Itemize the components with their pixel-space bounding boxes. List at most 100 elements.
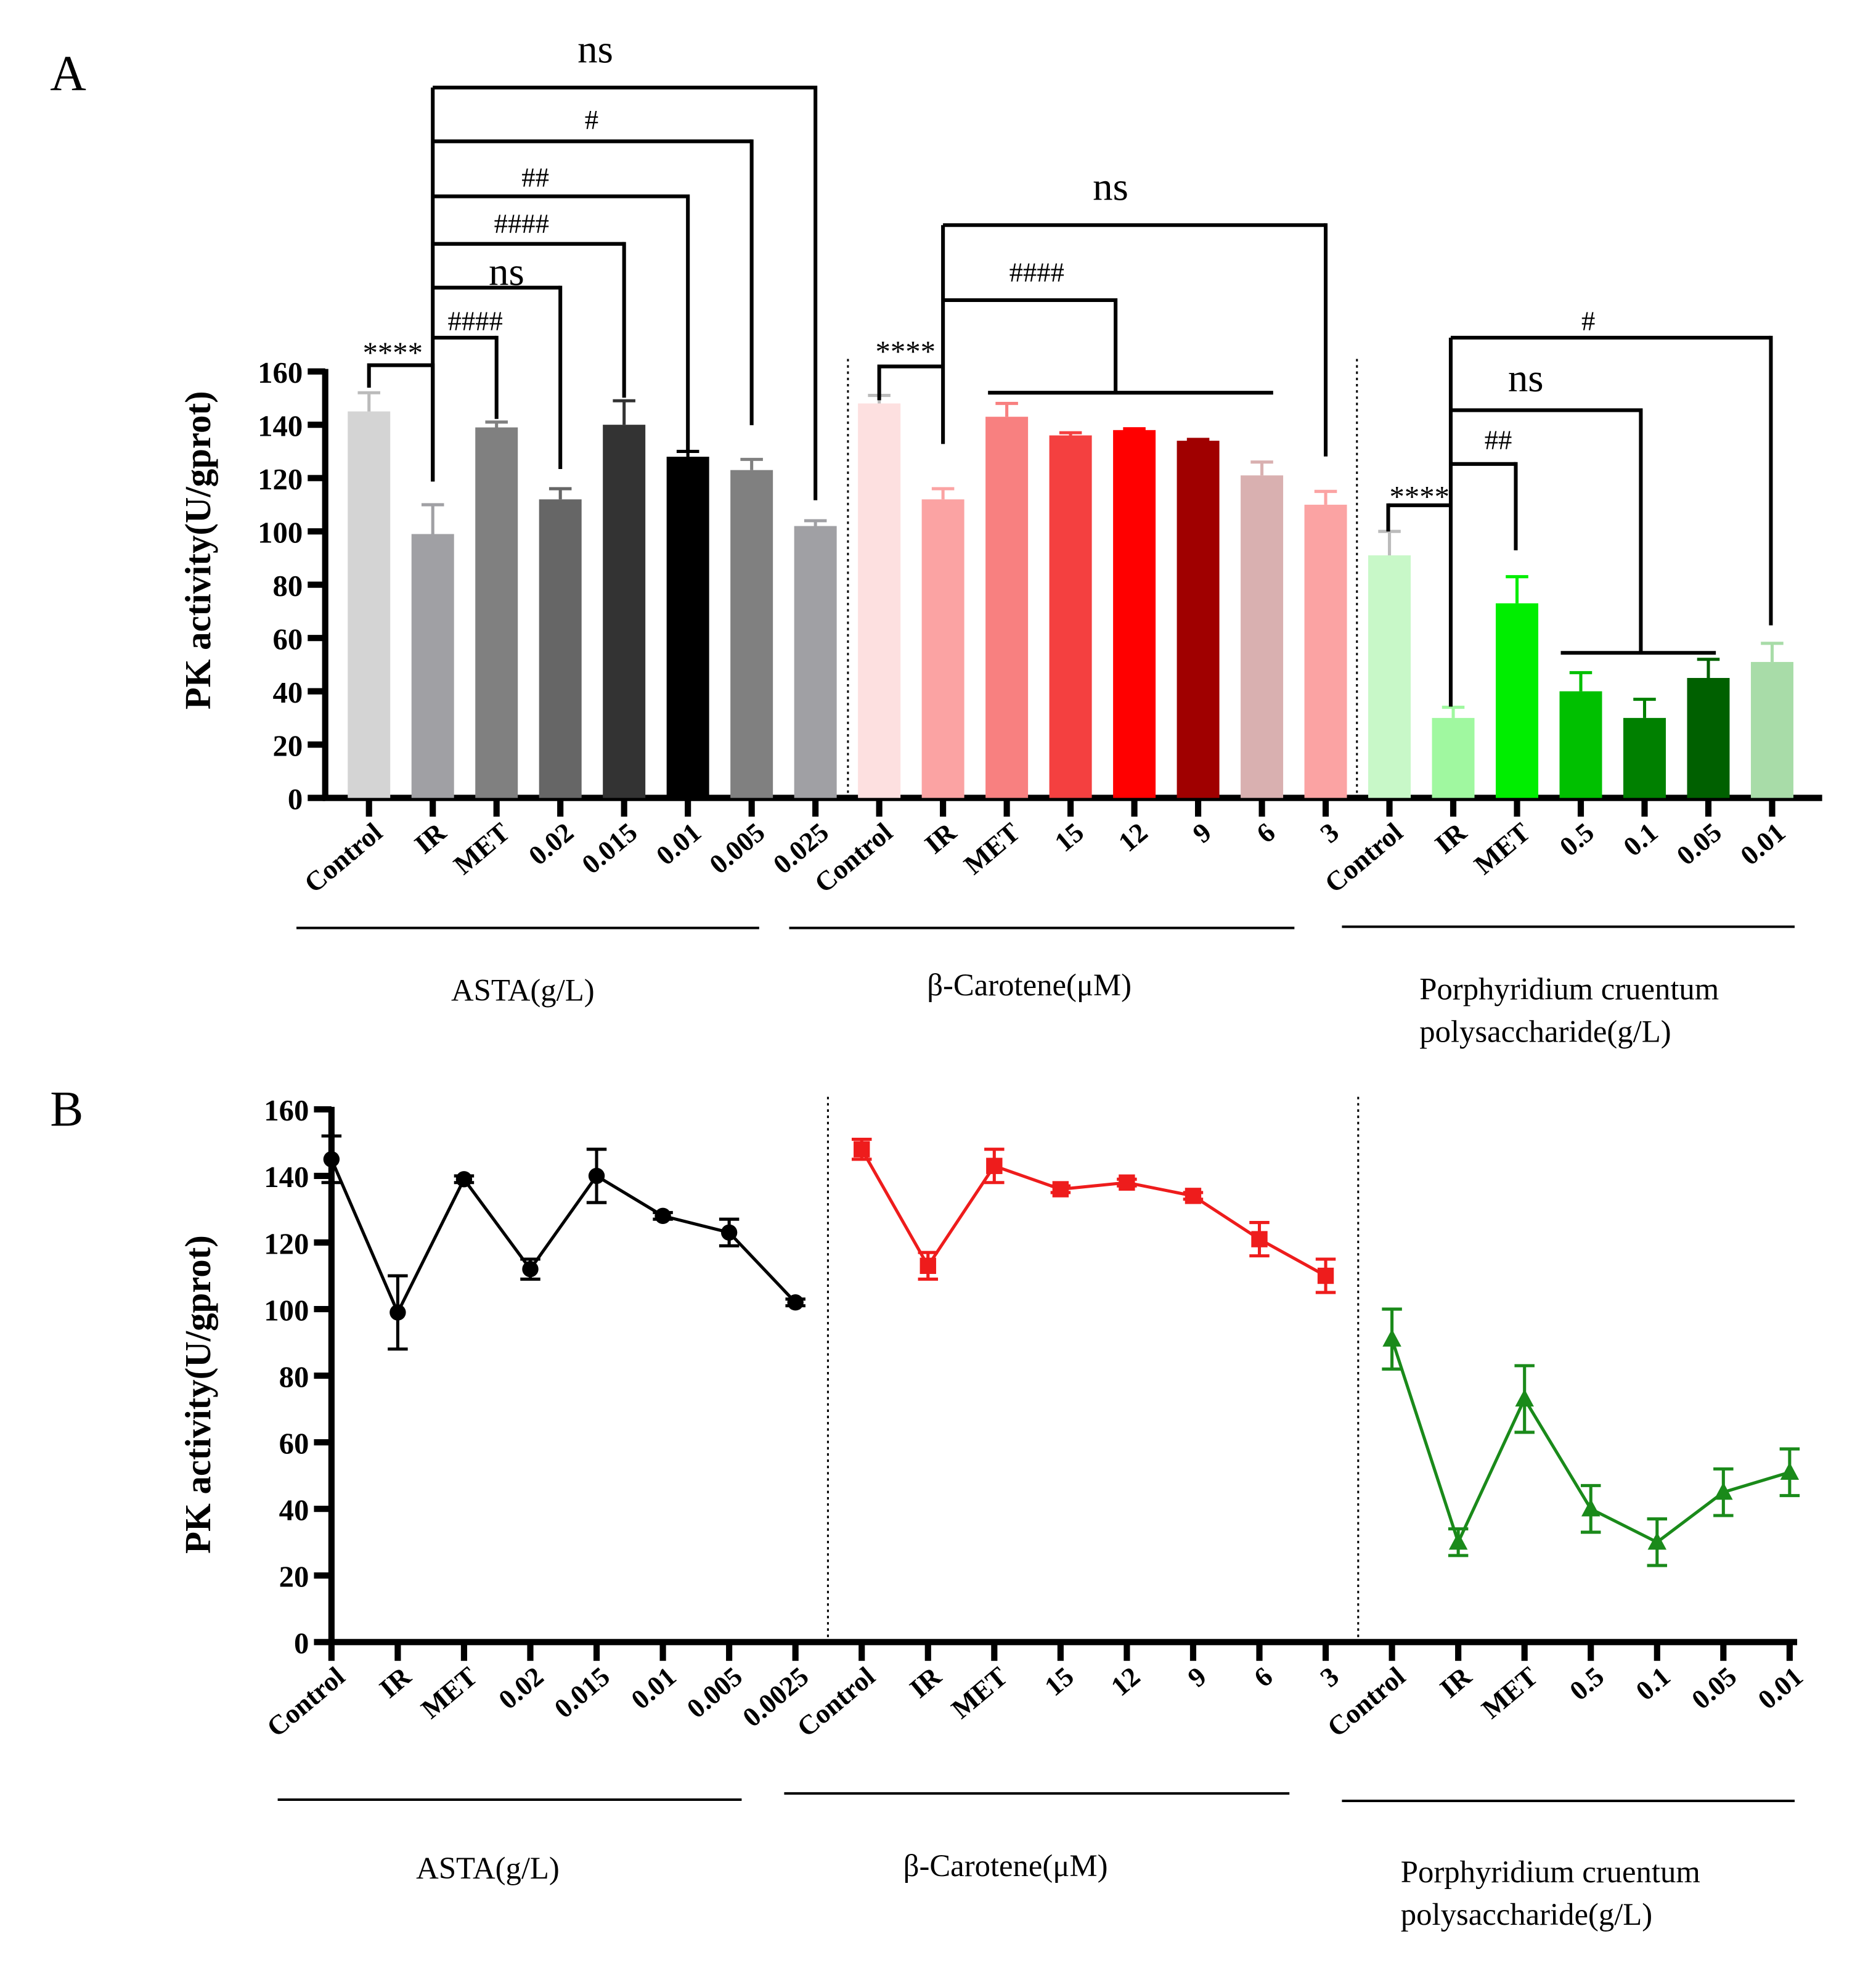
y-tick-label-a: 80 [272, 569, 303, 603]
data-point [323, 1151, 340, 1168]
x-tick-label-b: MET [1475, 1660, 1543, 1724]
series-line [330, 1158, 797, 1316]
x-tick-label-a: Control [298, 817, 388, 899]
significance-label: ## [1485, 424, 1512, 455]
y-tick-label-a: 20 [272, 729, 303, 762]
data-point [1780, 1462, 1800, 1480]
x-tick-label-b: 0.02 [492, 1661, 549, 1715]
x-tick-label-b: 3 [1315, 1661, 1345, 1694]
significance-label: # [1581, 306, 1595, 337]
bar [1559, 691, 1602, 798]
bar [1241, 475, 1284, 798]
x-tick-label-a: 0.005 [703, 817, 770, 880]
data-point [1647, 1532, 1667, 1550]
significance-label: ns [1508, 356, 1544, 401]
data-point [655, 1207, 671, 1224]
y-tick-label-a: 160 [258, 356, 303, 390]
data-point [1317, 1267, 1334, 1284]
significance-label: #### [1009, 257, 1064, 288]
y-axis-label-a: PK activity(U/gprot) [178, 391, 218, 709]
significance-label: **** [1390, 480, 1450, 513]
x-tick-label-b: 6 [1248, 1661, 1278, 1694]
data-point [986, 1157, 1003, 1174]
significance-label: #### [494, 208, 549, 239]
bar [666, 457, 709, 798]
bar [921, 499, 965, 798]
y-tick-label-b: 40 [279, 1493, 309, 1527]
x-tick-label-b: 0.005 [681, 1661, 748, 1724]
significance-label: ns [489, 250, 524, 295]
x-tick-label-b: IR [1434, 1660, 1478, 1704]
x-tick-label-b: 0.01 [625, 1661, 682, 1715]
y-tick-label-a: 40 [272, 676, 303, 709]
group-label-asta-b: ASTA(g/L) [416, 1851, 560, 1885]
significance-label: **** [876, 335, 936, 368]
group-label-porph-a-1: Porphyridium cruentum [1419, 971, 1719, 1006]
group-label-porph-a-2: polysaccharide(g/L) [1419, 1014, 1671, 1048]
panel-b-label: B [50, 1081, 83, 1136]
x-tick-label-b: 0.5 [1564, 1661, 1610, 1707]
data-point [920, 1257, 936, 1275]
data-point [1382, 1329, 1401, 1347]
significance-label: ns [577, 27, 613, 71]
data-point [1185, 1188, 1202, 1204]
x-tick-label-b: 12 [1105, 1661, 1146, 1702]
x-tick-label-b: 0.01 [1752, 1661, 1809, 1715]
bar [1049, 435, 1092, 798]
data-point [1714, 1482, 1733, 1500]
group-label-carotene-a: β-Carotene(μM) [927, 968, 1132, 1002]
y-tick-label-a: 60 [272, 622, 303, 656]
bar [985, 417, 1029, 798]
x-tick-label-b: 0.05 [1686, 1661, 1742, 1715]
bar [1304, 504, 1347, 798]
y-tick-label-a: 120 [258, 463, 303, 496]
x-tick-label-a: 0.05 [1671, 817, 1727, 871]
x-tick-label-b: IR [903, 1660, 947, 1704]
x-tick-label-a: 3 [1315, 817, 1345, 849]
data-point [1581, 1498, 1601, 1517]
significance-label: **** [363, 336, 423, 369]
bar [1687, 678, 1730, 798]
y-tick-label-b: 160 [264, 1094, 309, 1127]
y-tick-label-b: 20 [279, 1561, 309, 1594]
x-tick-label-a: 0.5 [1554, 817, 1600, 862]
group-label-porph-b-2: polysaccharide(g/L) [1401, 1897, 1652, 1932]
x-tick-label-b: 0.1 [1630, 1661, 1676, 1707]
x-tick-label-b: 0.015 [549, 1661, 616, 1724]
bar [539, 499, 582, 798]
data-point [522, 1261, 539, 1278]
group-label-porph-b-1: Porphyridium cruentum [1401, 1855, 1700, 1889]
bar [1623, 717, 1666, 798]
bar [730, 470, 773, 798]
x-tick-label-b: 9 [1182, 1661, 1212, 1694]
significance-label: # [585, 104, 598, 135]
y-tick-label-b: 0 [294, 1627, 309, 1660]
group-label-asta-a: ASTA(g/L) [451, 973, 595, 1007]
x-tick-label-a: 0.015 [576, 817, 643, 880]
bar [603, 425, 646, 798]
data-point [588, 1167, 605, 1185]
y-tick-label-b: 60 [279, 1427, 309, 1460]
bar [475, 427, 518, 798]
x-tick-label-a: 0.01 [650, 817, 707, 871]
x-tick-label-a: 0.02 [523, 817, 579, 871]
data-point [1515, 1389, 1534, 1407]
bar [1177, 441, 1220, 798]
bar [1750, 662, 1793, 798]
data-point [455, 1171, 473, 1188]
bar [1368, 555, 1411, 798]
data-point [1251, 1231, 1268, 1247]
x-tick-label-a: 12 [1112, 817, 1153, 858]
group-label-carotene-b: β-Carotene(μM) [903, 1848, 1108, 1883]
y-tick-label-b: 100 [264, 1294, 309, 1327]
x-tick-label-b: IR [373, 1660, 417, 1704]
x-tick-label-a: 0.01 [1734, 817, 1791, 871]
bar [1113, 430, 1156, 798]
data-point [1119, 1174, 1135, 1191]
y-tick-label-b: 120 [264, 1227, 309, 1260]
panel-a-label: A [50, 46, 86, 101]
x-tick-label-a: 6 [1250, 817, 1281, 849]
y-tick-label-a: 0 [288, 783, 303, 816]
x-tick-label-a: 9 [1187, 817, 1217, 849]
